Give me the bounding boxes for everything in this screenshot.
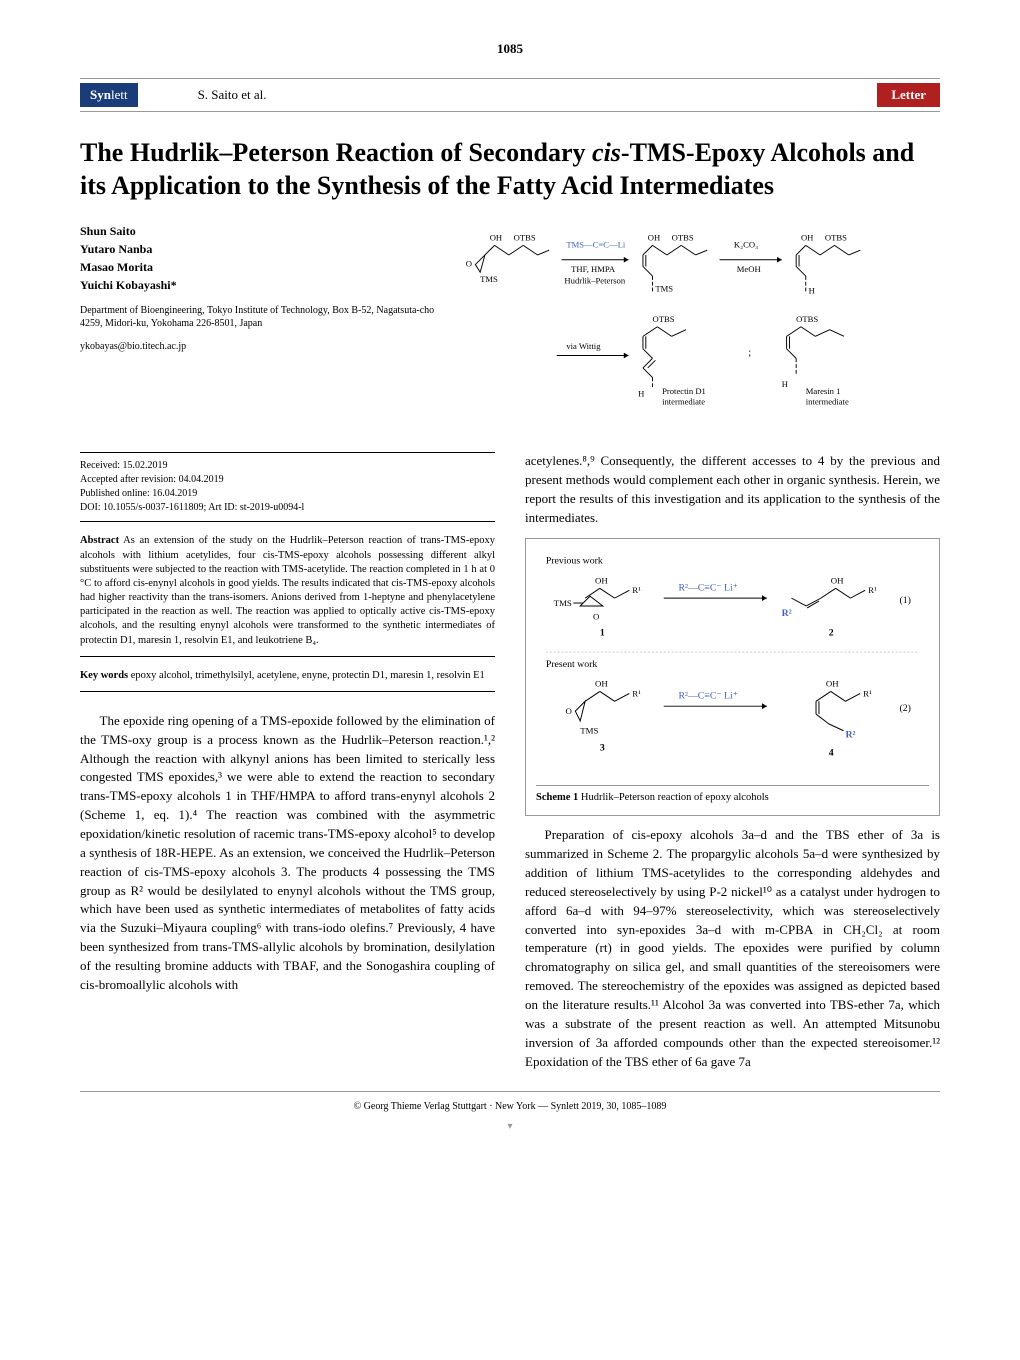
reagent-label: TMS—C≡C—Li — [567, 240, 627, 250]
maresin-label: Maresin 1 — [806, 386, 841, 396]
previous-work-label: Previous work — [546, 555, 603, 566]
h-p2: H — [782, 379, 788, 389]
s1-n1: 1 — [600, 627, 605, 638]
s1-reagent2: R²—C≡C⁻ Li⁺ — [678, 690, 737, 701]
s1-r1-2: R¹ — [868, 585, 877, 595]
footer-arrow-icon: ▾ — [80, 1120, 940, 1134]
scheme1-box: Previous work OH R¹ TMS O 1 R²—C≡C⁻ Li⁺ — [525, 538, 940, 817]
s1-oh3: OH — [595, 678, 608, 688]
footer: © Georg Thieme Verlag Stuttgart · New Yo… — [80, 1091, 940, 1134]
s1-r1-3: R¹ — [632, 688, 641, 698]
s1-o1: O — [593, 611, 600, 621]
doi: DOI: 10.1055/s-0037-1611809; Art ID: st-… — [80, 501, 495, 515]
oh-label: OH — [490, 233, 502, 243]
oh-label2: OH — [648, 233, 660, 243]
received: Received: 15.02.2019 — [80, 459, 495, 473]
keywords-text: epoxy alcohol, trimethylsilyl, acetylene… — [128, 670, 485, 681]
abstract-text: As an extension of the study on the Hudr… — [80, 535, 495, 645]
page-number: 1085 — [80, 40, 940, 58]
s1-eq2: (2) — [900, 703, 911, 714]
author-email: ykobayas@bio.titech.ac.jp — [80, 340, 441, 353]
accepted: Accepted after revision: 04.04.2019 — [80, 473, 495, 487]
otbs-label: OTBS — [514, 233, 536, 243]
otbs-label3: OTBS — [825, 233, 847, 243]
h-label: H — [809, 286, 815, 296]
h-p1: H — [638, 389, 644, 399]
s1-r1-4: R¹ — [863, 688, 872, 698]
semicolon: ; — [748, 348, 751, 359]
keywords-block: Key words epoxy alcohol, trimethylsilyl,… — [80, 669, 495, 692]
authors-column: Shun SaitoYutaro NanbaMasao MoritaYuichi… — [80, 222, 441, 422]
s1-r1-1: R¹ — [632, 585, 641, 595]
meta-block: Received: 15.02.2019 Accepted after revi… — [80, 452, 495, 522]
s1-reagent1: R²—C≡C⁻ Li⁺ — [678, 582, 737, 593]
header-authors: S. Saito et al. — [138, 86, 878, 104]
abstract-scheme-svg: OH OTBS O TMS TMS—C≡C—Li THF, HMPA Hudrl… — [461, 222, 940, 422]
header-bar: Synlett S. Saito et al. Letter — [80, 78, 940, 112]
abstract-block: Abstract As an extension of the study on… — [80, 534, 495, 656]
s1-eq1: (1) — [900, 595, 911, 606]
s1-r2-1: R² — [782, 608, 792, 619]
solvent-label: THF, HMPA — [571, 265, 616, 275]
scheme1-caption: Scheme 1 Hudrlik–Peterson reaction of ep… — [536, 785, 929, 806]
maresin-label2: intermediate — [806, 397, 849, 407]
s1-n3: 3 — [600, 742, 605, 753]
oh-label3: OH — [801, 233, 813, 243]
s1-tms2: TMS — [580, 725, 598, 735]
s1-oh4: OH — [826, 678, 839, 688]
protectin-label2: intermediate — [662, 397, 705, 407]
left-column: Received: 15.02.2019 Accepted after revi… — [80, 452, 495, 1071]
article-title: The Hudrlik–Peterson Reaction of Seconda… — [80, 137, 940, 202]
footer-text: © Georg Thieme Verlag Stuttgart · New Yo… — [354, 1101, 667, 1112]
keywords-label: Key words — [80, 670, 128, 681]
author: Shun Saito — [80, 222, 441, 240]
otbs-p2: OTBS — [796, 314, 818, 324]
body-left: The epoxide ring opening of a TMS-epoxid… — [80, 712, 495, 995]
s1-n4: 4 — [829, 747, 834, 758]
scheme1-svg: Previous work OH R¹ TMS O 1 R²—C≡C⁻ Li⁺ — [536, 549, 929, 775]
tms-label2: TMS — [656, 284, 674, 294]
s1-tms1: TMS — [554, 598, 572, 608]
tms-label: TMS — [480, 274, 498, 284]
k2co3-label: K₂CO₃ — [734, 240, 758, 250]
right-column: acetylenes.⁸,⁹ Consequently, the differe… — [525, 452, 940, 1071]
body-right-bottom: Preparation of cis-epoxy alcohols 3a–d a… — [525, 826, 940, 1071]
wittig-label: via Wittig — [567, 341, 602, 351]
journal-name-part2: lett — [111, 87, 128, 102]
author: Yuichi Kobayashi* — [80, 276, 441, 294]
author: Yutaro Nanba — [80, 240, 441, 258]
affiliation: Department of Bioengineering, Tokyo Inst… — [80, 304, 441, 330]
s1-n2: 2 — [829, 627, 834, 638]
abstract-label: Abstract — [80, 535, 119, 546]
scheme1-caption-text: Hudrlik–Peterson reaction of epoxy alcoh… — [578, 792, 768, 803]
scheme1-caption-bold: Scheme 1 — [536, 792, 578, 803]
meoh-label: MeOH — [737, 265, 761, 275]
published: Published online: 16.04.2019 — [80, 487, 495, 501]
otbs-p1: OTBS — [653, 314, 675, 324]
protectin-label: Protectin D1 — [662, 386, 706, 396]
s1-oh1: OH — [595, 575, 608, 585]
journal-badge: Synlett — [80, 83, 138, 107]
author: Masao Morita — [80, 258, 441, 276]
s1-o2: O — [565, 706, 572, 716]
s1-r2-2: R² — [845, 729, 855, 740]
letter-badge: Letter — [877, 83, 940, 107]
o-label: O — [466, 259, 472, 269]
hudrlik-label: Hudrlik–Peterson — [565, 276, 626, 286]
present-work-label: Present work — [546, 659, 598, 670]
journal-name-part1: Syn — [90, 87, 111, 102]
graphical-abstract: OH OTBS O TMS TMS—C≡C—Li THF, HMPA Hudrl… — [461, 222, 940, 422]
otbs-label2: OTBS — [672, 233, 694, 243]
s1-oh2: OH — [831, 575, 844, 585]
body-right-top: acetylenes.⁸,⁹ Consequently, the differe… — [525, 452, 940, 527]
